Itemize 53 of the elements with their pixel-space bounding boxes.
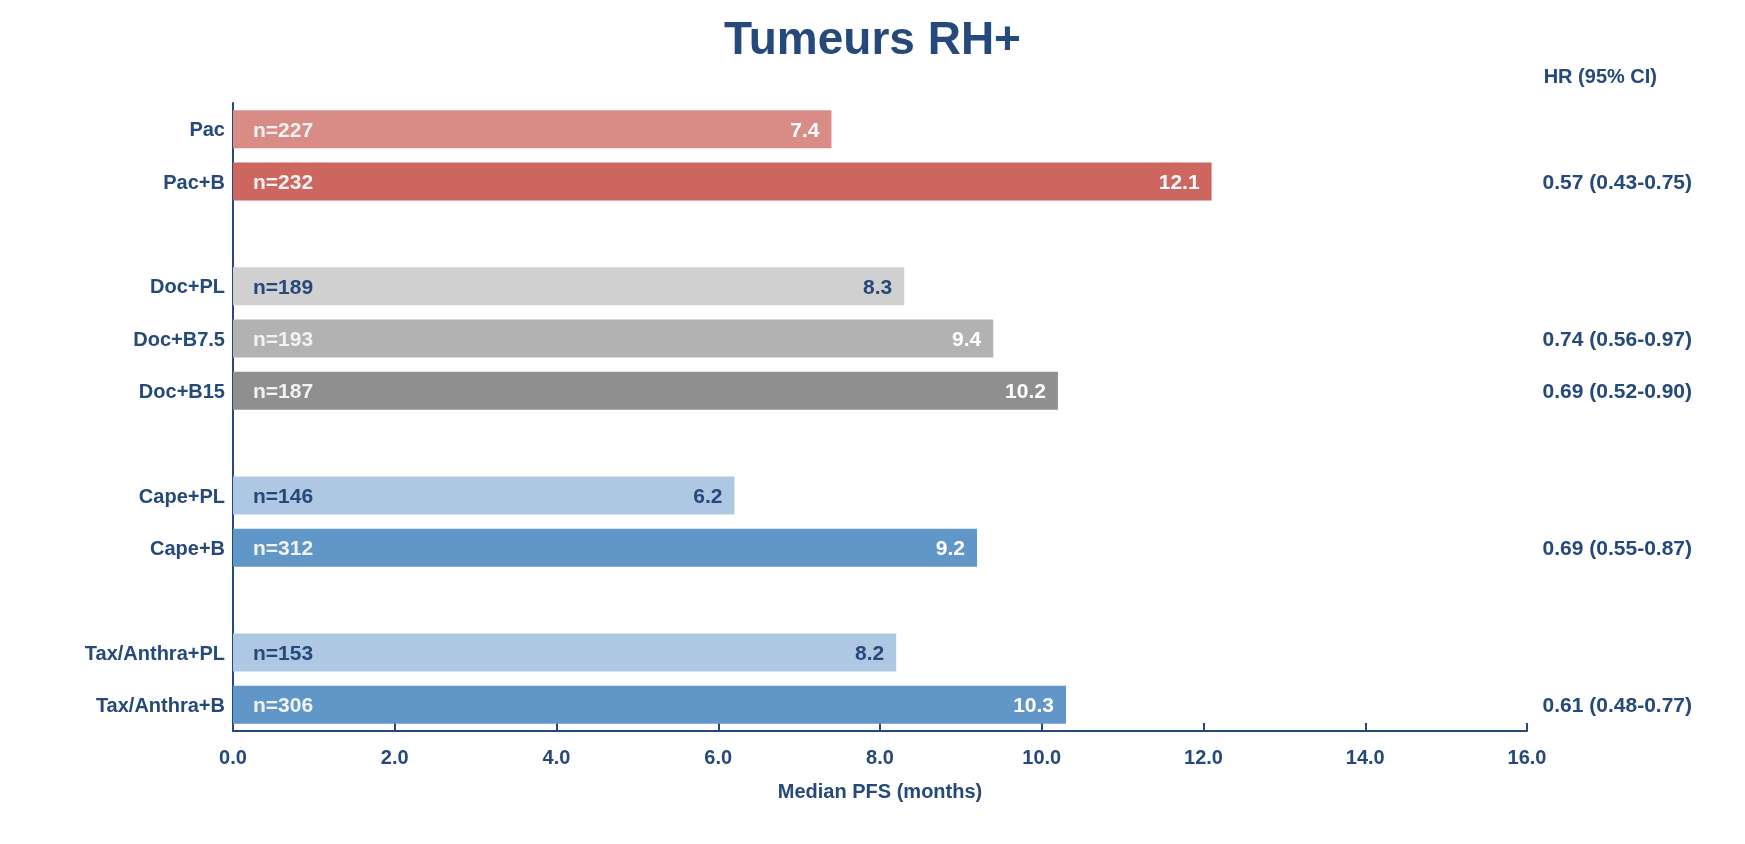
- annotation: n=193: [253, 327, 314, 350]
- annotation: n=306: [253, 693, 314, 717]
- y-tick-label: Tax/Anthra+PL: [84, 641, 225, 664]
- x-tick-label: 4.0: [542, 746, 571, 768]
- y-tick-label: Doc+B7.5: [133, 327, 225, 350]
- bar: [233, 267, 905, 306]
- y-tick-label: Doc+PL: [149, 275, 225, 298]
- annotation: n=189: [253, 274, 314, 298]
- data-label: 9.2: [935, 536, 966, 560]
- annotation: n=312: [253, 536, 314, 560]
- x-axis-title: Median PFS (months): [777, 780, 983, 802]
- x-tick-label: 8.0: [866, 746, 894, 768]
- data-label: 9.4: [952, 327, 982, 350]
- bar: [233, 685, 1067, 724]
- text: 0.57 (0.43-0.75): [1542, 170, 1693, 193]
- y-tick-label: Cape+B: [149, 536, 225, 559]
- x-tick-label: 14.0: [1345, 746, 1385, 768]
- chart-title: Tumeurs RH+: [724, 12, 1021, 64]
- y-tick-label: Pac: [189, 118, 225, 141]
- y-tick-label: Cape+PL: [138, 484, 225, 507]
- bar: [233, 319, 994, 358]
- x-tick-label: 12.0: [1184, 746, 1223, 768]
- text: 0.74 (0.56-0.97): [1542, 327, 1693, 350]
- text: 0.61 (0.48-0.77): [1542, 693, 1693, 717]
- annotation: n=146: [253, 484, 314, 507]
- x-tick-label: 2.0: [380, 746, 409, 768]
- annotation: n=153: [253, 641, 314, 664]
- annotation: n=232: [253, 170, 314, 193]
- bar: [233, 162, 1212, 201]
- data-label: 7.4: [790, 117, 820, 141]
- bar: [233, 110, 832, 149]
- annotation: n=187: [253, 379, 314, 403]
- text: 0.69 (0.52-0.90): [1542, 379, 1693, 403]
- data-label: 8.3: [863, 274, 893, 298]
- y-tick-label: Pac+B: [163, 170, 225, 193]
- data-label: 10.2: [1005, 379, 1046, 403]
- text: 0.69 (0.55-0.87): [1542, 536, 1693, 560]
- data-label: 6.2: [693, 484, 723, 507]
- x-tick-label: 0.0: [219, 746, 247, 768]
- bar: [233, 528, 978, 567]
- bar: [233, 476, 735, 515]
- x-tick-label: 6.0: [704, 746, 733, 768]
- annotation: n=227: [253, 117, 314, 141]
- text: HR (95% CI): [1543, 65, 1658, 87]
- x-tick-label: 10.0: [1022, 746, 1062, 768]
- x-tick-label: 16.0: [1507, 746, 1547, 768]
- bar: [233, 633, 897, 672]
- bar: [233, 371, 1058, 410]
- y-tick-label: Tax/Anthra+B: [95, 693, 225, 716]
- data-label: 8.2: [854, 641, 885, 664]
- data-label: 12.1: [1158, 170, 1200, 193]
- y-tick-label: Doc+B15: [138, 379, 225, 402]
- data-label: 10.3: [1013, 693, 1055, 717]
